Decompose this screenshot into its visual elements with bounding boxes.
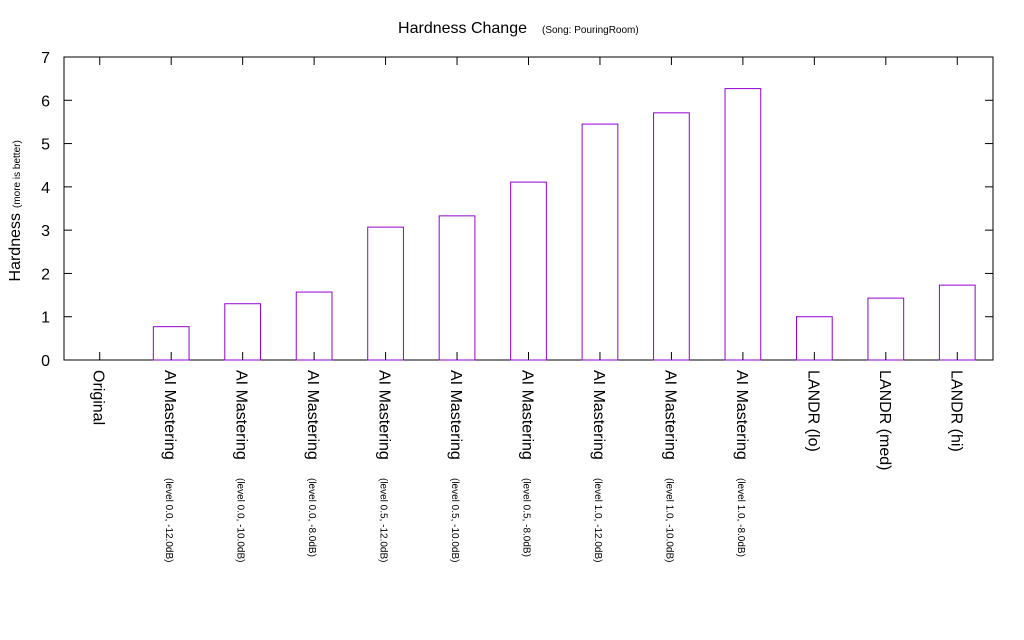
x-category-label: LANDR (hi) — [947, 370, 964, 452]
x-category-label: AI Mastering (level 0.5, -10.0dB) — [447, 370, 464, 563]
y-tick-label: 0 — [41, 353, 50, 370]
x-category-label-note: (level 0.5, -10.0dB) — [449, 478, 460, 563]
y-tick-label: 6 — [41, 93, 50, 110]
bar — [653, 112, 690, 361]
x-category-label-main: AI Mastering — [304, 370, 321, 460]
x-category-label-main: Original — [90, 370, 107, 425]
bar — [367, 226, 404, 361]
y-tick-label: 1 — [41, 310, 50, 327]
bars — [152, 88, 976, 361]
chart-title: Hardness Change — [398, 20, 527, 37]
x-category-label-main: AI Mastering — [161, 370, 178, 460]
x-category-label: AI Mastering (level 1.0, -10.0dB) — [661, 370, 678, 563]
plot-frame — [63, 56, 994, 361]
x-category-label-main: LANDR (hi) — [947, 370, 964, 452]
bar — [295, 291, 333, 361]
bar — [724, 88, 762, 361]
x-axis-ticks — [99, 57, 958, 360]
y-tick-label: 5 — [41, 137, 50, 154]
x-category-label: Original — [90, 370, 107, 425]
x-category-label-note: (level 0.0, -8.0dB) — [306, 478, 317, 557]
x-category-label: LANDR (med) — [876, 370, 893, 470]
y-tick-label: 3 — [41, 223, 50, 240]
x-category-label-note: (level 0.5, -12.0dB) — [378, 478, 389, 563]
x-category-label-main: AI Mastering — [519, 370, 536, 460]
x-category-label: AI Mastering (level 0.0, -8.0dB) — [304, 370, 321, 557]
x-category-label-main: AI Mastering — [376, 370, 393, 460]
x-axis-labels: Original AI Mastering (level 0.0, -12.0dB)… — [90, 370, 965, 563]
x-category-label-main: AI Mastering — [447, 370, 464, 460]
y-tick-label: 2 — [41, 266, 50, 283]
x-category-label-note: (level 1.0, -12.0dB) — [592, 478, 603, 563]
bar — [510, 181, 547, 361]
x-category-label-main: LANDR (med) — [876, 370, 893, 470]
x-category-label-main: AI Mastering — [233, 370, 250, 460]
y-axis-label-group: Hardness (more is better) — [7, 140, 24, 281]
x-category-label-main: LANDR (lo) — [804, 370, 821, 452]
y-tick-label: 7 — [41, 50, 50, 67]
bar — [438, 215, 476, 361]
y-axis-label: Hardness — [7, 213, 24, 281]
y-axis-ticks: 0 1 2 3 4 5 6 7 — [41, 50, 993, 370]
x-category-label: AI Mastering (level 0.5, -8.0dB) — [519, 370, 536, 557]
x-category-label: AI Mastering (level 0.5, -12.0dB) — [376, 370, 393, 563]
x-category-label-main: AI Mastering — [661, 370, 678, 460]
bar — [867, 297, 905, 361]
x-category-label: AI Mastering (level 0.0, -10.0dB) — [233, 370, 250, 563]
x-category-label-note: (level 0.5, -8.0dB) — [521, 478, 532, 557]
x-category-label: AI Mastering (level 1.0, -12.0dB) — [590, 370, 607, 563]
bar — [224, 303, 262, 361]
bar — [938, 284, 976, 361]
chart-subtitle: (Song: PouringRoom) — [542, 25, 639, 36]
bar — [581, 123, 619, 361]
x-category-label: AI Mastering (level 1.0, -8.0dB) — [733, 370, 750, 557]
x-category-label-note: (level 0.0, -12.0dB) — [163, 478, 174, 563]
x-category-label-note: (level 0.0, -10.0dB) — [235, 478, 246, 563]
x-category-label: AI Mastering (level 0.0, -12.0dB) — [161, 370, 178, 563]
x-category-label-main: AI Mastering — [590, 370, 607, 460]
x-category-label: LANDR (lo) — [804, 370, 821, 452]
y-tick-label: 4 — [41, 180, 50, 197]
x-category-label-main: AI Mastering — [733, 370, 750, 460]
x-category-label-note: (level 1.0, -10.0dB) — [663, 478, 674, 563]
y-axis-label-note: (more is better) — [12, 140, 23, 208]
x-category-label-note: (level 1.0, -8.0dB) — [735, 478, 746, 557]
